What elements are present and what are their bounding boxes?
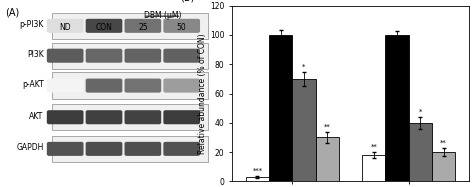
Bar: [385, 35, 409, 181]
Bar: [316, 137, 339, 181]
FancyBboxPatch shape: [164, 142, 200, 156]
Bar: [432, 152, 456, 181]
Text: **: **: [324, 124, 331, 130]
Text: GAPDH: GAPDH: [16, 143, 44, 152]
Bar: [292, 79, 316, 181]
FancyBboxPatch shape: [125, 79, 161, 93]
Bar: [362, 155, 385, 181]
Bar: [246, 177, 269, 181]
Text: **: **: [440, 140, 447, 146]
FancyBboxPatch shape: [47, 49, 83, 63]
FancyBboxPatch shape: [47, 79, 83, 93]
Text: p-AKT: p-AKT: [22, 80, 44, 89]
FancyBboxPatch shape: [52, 136, 208, 162]
Text: AKT: AKT: [29, 112, 44, 121]
FancyBboxPatch shape: [86, 49, 122, 63]
Text: p-PI3K: p-PI3K: [19, 20, 44, 29]
Text: **: **: [371, 144, 377, 150]
FancyBboxPatch shape: [47, 142, 83, 156]
Text: CON: CON: [96, 23, 112, 32]
FancyBboxPatch shape: [125, 142, 161, 156]
FancyBboxPatch shape: [86, 142, 122, 156]
Y-axis label: Relative abundance (% of CON): Relative abundance (% of CON): [198, 33, 207, 154]
FancyBboxPatch shape: [52, 72, 208, 99]
FancyBboxPatch shape: [86, 19, 122, 33]
FancyBboxPatch shape: [164, 49, 200, 63]
Text: *: *: [419, 109, 422, 115]
FancyBboxPatch shape: [125, 49, 161, 63]
FancyBboxPatch shape: [47, 19, 83, 33]
FancyBboxPatch shape: [47, 110, 83, 124]
Text: (A): (A): [5, 7, 19, 17]
Text: *: *: [302, 63, 306, 69]
FancyBboxPatch shape: [125, 110, 161, 124]
Bar: [409, 123, 432, 181]
FancyBboxPatch shape: [52, 104, 208, 130]
Text: (B): (B): [180, 0, 194, 2]
Text: ***: ***: [253, 167, 263, 173]
Bar: [269, 35, 292, 181]
FancyBboxPatch shape: [164, 110, 200, 124]
FancyBboxPatch shape: [86, 79, 122, 93]
FancyBboxPatch shape: [52, 13, 208, 39]
Text: 50: 50: [177, 23, 187, 32]
Text: 25: 25: [138, 23, 148, 32]
Text: DBM (μM): DBM (μM): [144, 11, 181, 20]
Text: ND: ND: [59, 23, 71, 32]
FancyBboxPatch shape: [86, 110, 122, 124]
FancyBboxPatch shape: [52, 42, 208, 69]
FancyBboxPatch shape: [125, 19, 161, 33]
FancyBboxPatch shape: [164, 79, 200, 93]
FancyBboxPatch shape: [164, 19, 200, 33]
Text: PI3K: PI3K: [27, 50, 44, 59]
